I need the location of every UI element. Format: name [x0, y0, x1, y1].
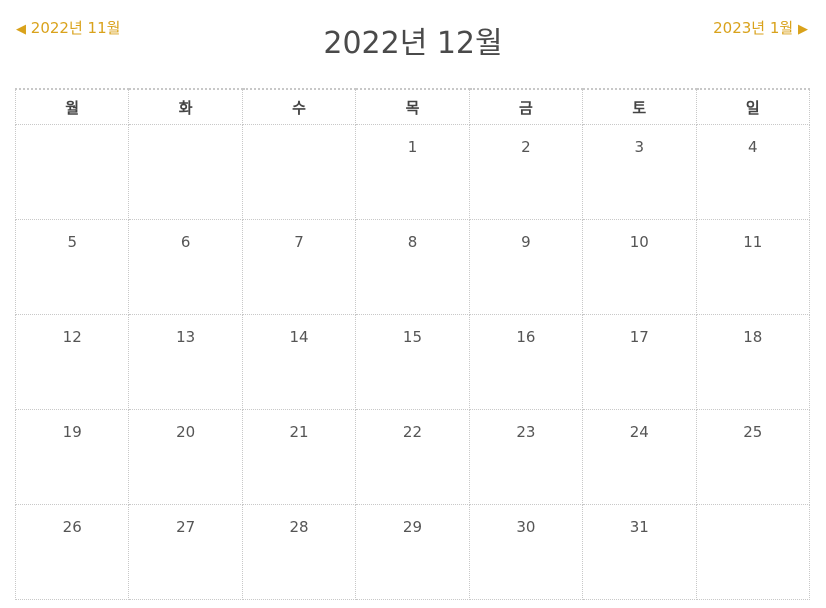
- day-number: 13: [176, 328, 196, 346]
- day-number: 3: [634, 138, 645, 156]
- prev-month-link[interactable]: ◀ 2022년 11월: [16, 17, 120, 38]
- day-number: 11: [743, 233, 763, 251]
- next-month-link[interactable]: 2023년 1월 ▶: [713, 17, 808, 38]
- day-cell[interactable]: 20: [128, 409, 243, 505]
- day-cell[interactable]: 25: [695, 409, 811, 505]
- day-number: 21: [289, 423, 309, 441]
- day-number: 19: [62, 423, 82, 441]
- day-number: 14: [289, 328, 309, 346]
- day-cell[interactable]: [695, 504, 811, 600]
- day-cell[interactable]: 4: [695, 124, 811, 220]
- day-cell[interactable]: 14: [241, 314, 357, 410]
- day-cell[interactable]: 5: [14, 219, 130, 315]
- day-cell[interactable]: [14, 124, 130, 220]
- day-cell[interactable]: 19: [14, 409, 130, 505]
- day-number: 22: [402, 423, 423, 441]
- week-row: 12 13 14 15 16 17 18: [14, 314, 811, 410]
- weekday-header: 금: [468, 88, 584, 125]
- day-number: 29: [402, 518, 423, 536]
- day-number: 27: [176, 518, 196, 536]
- weekday-header: 일: [695, 88, 811, 125]
- day-number: 12: [62, 328, 82, 346]
- day-cell[interactable]: 22: [355, 409, 470, 505]
- day-number: 1: [407, 138, 418, 156]
- day-cell[interactable]: 3: [582, 124, 697, 220]
- weekday-header: 화: [128, 88, 243, 125]
- week-row: 26 27 28 29 30 31: [14, 504, 811, 600]
- day-cell[interactable]: 1: [355, 124, 470, 220]
- day-cell[interactable]: [128, 124, 243, 220]
- day-cell[interactable]: 30: [468, 504, 584, 600]
- day-cell[interactable]: 23: [468, 409, 584, 505]
- day-cell[interactable]: 12: [14, 314, 130, 410]
- weekday-header: 수: [241, 88, 357, 125]
- day-cell[interactable]: 11: [695, 219, 811, 315]
- day-number: 17: [629, 328, 649, 346]
- day-number: 30: [516, 518, 536, 536]
- day-number: 16: [516, 328, 536, 346]
- day-number: 9: [521, 233, 531, 251]
- day-cell[interactable]: 2: [468, 124, 584, 220]
- day-number: 26: [62, 518, 82, 536]
- right-arrow-icon: ▶: [798, 22, 808, 37]
- month-title: 2022년 12월: [323, 26, 503, 61]
- weekday-header: 목: [355, 88, 470, 125]
- day-number: [697, 505, 809, 518]
- day-number: 7: [294, 233, 304, 251]
- day-cell[interactable]: 15: [355, 314, 470, 410]
- day-number: 8: [407, 233, 418, 251]
- weekday-header: 월: [14, 88, 130, 125]
- day-number: 10: [629, 233, 649, 251]
- day-number: [243, 125, 355, 138]
- weekday-header: 토: [582, 88, 697, 125]
- day-cell[interactable]: 18: [695, 314, 811, 410]
- day-number: 24: [629, 423, 649, 441]
- day-cell[interactable]: 9: [468, 219, 584, 315]
- day-cell[interactable]: 31: [582, 504, 697, 600]
- day-cell[interactable]: 13: [128, 314, 243, 410]
- day-number: 15: [402, 328, 423, 346]
- day-number: 2: [521, 138, 531, 156]
- day-cell[interactable]: 10: [582, 219, 697, 315]
- day-number: 23: [516, 423, 536, 441]
- day-number: 18: [743, 328, 763, 346]
- day-cell[interactable]: 28: [241, 504, 357, 600]
- day-cell[interactable]: 17: [582, 314, 697, 410]
- prev-month-label: 2022년 11월: [30, 19, 121, 37]
- weekday-header-row: 월 화 수 목 금 토 일: [14, 88, 811, 125]
- day-number: [129, 125, 241, 138]
- week-row: 19 20 21 22 23 24 25: [14, 409, 811, 505]
- day-number: 28: [289, 518, 309, 536]
- day-number: 5: [67, 233, 77, 251]
- day-cell[interactable]: 8: [355, 219, 470, 315]
- day-cell[interactable]: 29: [355, 504, 470, 600]
- day-cell[interactable]: 16: [468, 314, 584, 410]
- day-number: 4: [747, 138, 758, 156]
- left-arrow-icon: ◀: [16, 22, 26, 37]
- week-row: 1 2 3 4: [14, 124, 811, 220]
- next-month-label: 2023년 1월: [713, 19, 794, 37]
- day-cell[interactable]: 7: [241, 219, 357, 315]
- day-cell[interactable]: 6: [128, 219, 243, 315]
- week-row: 5 6 7 8 9 10 11: [14, 219, 811, 315]
- day-number: 20: [176, 423, 196, 441]
- day-cell[interactable]: [241, 124, 357, 220]
- day-number: 31: [629, 518, 649, 536]
- day-number: [16, 125, 128, 138]
- day-cell[interactable]: 21: [241, 409, 357, 505]
- day-cell[interactable]: 27: [128, 504, 243, 600]
- day-cell[interactable]: 24: [582, 409, 697, 505]
- day-number: 25: [743, 423, 763, 441]
- calendar-grid: 월 화 수 목 금 토 일 1 2 3 4 5 6 7 8 9 10 11: [14, 88, 811, 600]
- day-cell[interactable]: 26: [14, 504, 130, 600]
- day-number: 6: [180, 233, 191, 251]
